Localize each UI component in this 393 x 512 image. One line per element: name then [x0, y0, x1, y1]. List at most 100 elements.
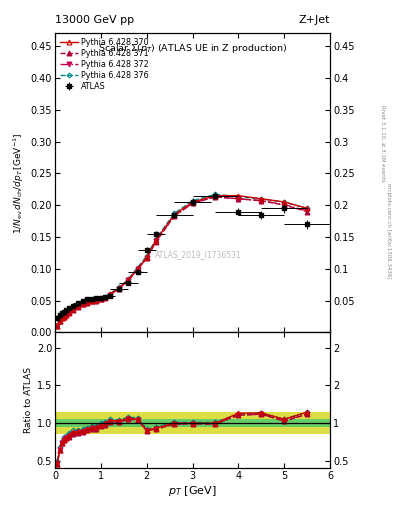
- Pythia 6.428 376: [126, 276, 131, 282]
- Pythia 6.428 372: [108, 292, 112, 298]
- Pythia 6.428 370: [236, 193, 241, 199]
- Pythia 6.428 370: [64, 312, 69, 318]
- Y-axis label: Ratio to ATLAS: Ratio to ATLAS: [24, 368, 33, 434]
- Pythia 6.428 372: [62, 313, 66, 319]
- Pythia 6.428 370: [60, 315, 64, 322]
- Pythia 6.428 376: [60, 315, 64, 321]
- Pythia 6.428 370: [57, 318, 62, 324]
- Pythia 6.428 372: [172, 213, 176, 219]
- Pythia 6.428 372: [103, 295, 108, 301]
- Text: mcplots.cern.ch [arXiv:1306.3436]: mcplots.cern.ch [arXiv:1306.3436]: [386, 183, 391, 278]
- Pythia 6.428 371: [85, 300, 90, 306]
- Pythia 6.428 371: [60, 315, 64, 322]
- Pythia 6.428 372: [190, 200, 195, 206]
- Line: Pythia 6.428 370: Pythia 6.428 370: [55, 193, 310, 329]
- Pythia 6.428 376: [144, 253, 149, 259]
- Pythia 6.428 372: [135, 266, 140, 272]
- Pythia 6.428 376: [64, 311, 69, 317]
- Pythia 6.428 376: [94, 296, 99, 303]
- Line: Pythia 6.428 371: Pythia 6.428 371: [55, 195, 310, 329]
- Pythia 6.428 371: [108, 292, 112, 298]
- Pythia 6.428 376: [75, 303, 80, 309]
- Pythia 6.428 371: [282, 202, 286, 208]
- Text: Scalar $\Sigma(p_T)$ (ATLAS UE in Z production): Scalar $\Sigma(p_T)$ (ATLAS UE in Z prod…: [98, 42, 287, 55]
- Pythia 6.428 372: [80, 302, 85, 308]
- Pythia 6.428 370: [259, 196, 264, 202]
- Pythia 6.428 376: [117, 284, 121, 290]
- Pythia 6.428 371: [64, 312, 69, 318]
- Y-axis label: $1/N_\mathrm{ev}\,dN_\mathrm{ch}/dp_T\,[\mathrm{GeV}^{-1}]$: $1/N_\mathrm{ev}\,dN_\mathrm{ch}/dp_T\,[…: [12, 132, 26, 233]
- Pythia 6.428 370: [66, 309, 71, 315]
- Pythia 6.428 371: [99, 296, 103, 303]
- Pythia 6.428 370: [103, 294, 108, 301]
- Pythia 6.428 376: [71, 305, 76, 311]
- Pythia 6.428 372: [213, 194, 218, 200]
- Pythia 6.428 372: [94, 297, 99, 304]
- Pythia 6.428 370: [282, 199, 286, 205]
- Pythia 6.428 371: [94, 297, 99, 304]
- Pythia 6.428 370: [85, 299, 90, 305]
- Pythia 6.428 370: [213, 193, 218, 199]
- Pythia 6.428 371: [55, 323, 60, 329]
- Text: ATLAS_2019_I1736531: ATLAS_2019_I1736531: [155, 250, 241, 259]
- Pythia 6.428 371: [213, 194, 218, 200]
- Pythia 6.428 372: [85, 300, 90, 306]
- Pythia 6.428 372: [71, 307, 76, 313]
- Pythia 6.428 371: [190, 200, 195, 206]
- Text: 13000 GeV pp: 13000 GeV pp: [55, 14, 134, 25]
- Pythia 6.428 376: [89, 297, 94, 303]
- X-axis label: $p_T$ [GeV]: $p_T$ [GeV]: [168, 484, 217, 498]
- Pythia 6.428 372: [75, 304, 80, 310]
- Pythia 6.428 370: [89, 297, 94, 304]
- Pythia 6.428 376: [135, 265, 140, 271]
- Pythia 6.428 376: [282, 199, 286, 205]
- Pythia 6.428 371: [236, 196, 241, 202]
- Pythia 6.428 376: [213, 191, 218, 198]
- Pythia 6.428 372: [236, 196, 241, 202]
- Pythia 6.428 371: [62, 313, 66, 319]
- Pythia 6.428 370: [80, 301, 85, 307]
- Pythia 6.428 371: [305, 208, 310, 215]
- Pythia 6.428 372: [126, 277, 131, 283]
- Pythia 6.428 372: [66, 310, 71, 316]
- Pythia 6.428 370: [154, 237, 158, 243]
- Pythia 6.428 372: [64, 312, 69, 318]
- Pythia 6.428 370: [99, 295, 103, 302]
- Pythia 6.428 372: [89, 298, 94, 304]
- Pythia 6.428 370: [190, 199, 195, 205]
- Pythia 6.428 372: [60, 315, 64, 322]
- Pythia 6.428 370: [71, 306, 76, 312]
- Pythia 6.428 371: [103, 295, 108, 301]
- Pythia 6.428 371: [144, 255, 149, 261]
- Pythia 6.428 371: [126, 277, 131, 283]
- Pythia 6.428 371: [75, 304, 80, 310]
- Pythia 6.428 376: [57, 317, 62, 324]
- Pythia 6.428 371: [66, 310, 71, 316]
- Pythia 6.428 372: [57, 318, 62, 324]
- Pythia 6.428 371: [89, 298, 94, 304]
- Pythia 6.428 371: [117, 286, 121, 292]
- Pythia 6.428 376: [236, 194, 241, 200]
- Pythia 6.428 371: [259, 198, 264, 204]
- Pythia 6.428 376: [85, 298, 90, 304]
- Pythia 6.428 370: [62, 313, 66, 319]
- Pythia 6.428 370: [94, 297, 99, 303]
- Text: Rivet 3.1.10, ≥ 3.1M events: Rivet 3.1.10, ≥ 3.1M events: [381, 105, 386, 182]
- Pythia 6.428 370: [172, 211, 176, 218]
- Pythia 6.428 372: [117, 286, 121, 292]
- Pythia 6.428 370: [75, 303, 80, 309]
- Pythia 6.428 376: [190, 198, 195, 204]
- Pythia 6.428 371: [135, 266, 140, 272]
- Pythia 6.428 376: [108, 291, 112, 297]
- Pythia 6.428 372: [55, 323, 60, 329]
- Pythia 6.428 370: [126, 276, 131, 283]
- Pythia 6.428 376: [172, 210, 176, 217]
- Pythia 6.428 371: [57, 318, 62, 324]
- Pythia 6.428 376: [103, 294, 108, 300]
- Pythia 6.428 372: [144, 255, 149, 261]
- Pythia 6.428 372: [259, 198, 264, 204]
- Legend: Pythia 6.428 370, Pythia 6.428 371, Pythia 6.428 372, Pythia 6.428 376, ATLAS: Pythia 6.428 370, Pythia 6.428 371, Pyth…: [58, 36, 150, 93]
- Pythia 6.428 372: [154, 239, 158, 245]
- Pythia 6.428 376: [66, 308, 71, 314]
- Pythia 6.428 371: [172, 213, 176, 219]
